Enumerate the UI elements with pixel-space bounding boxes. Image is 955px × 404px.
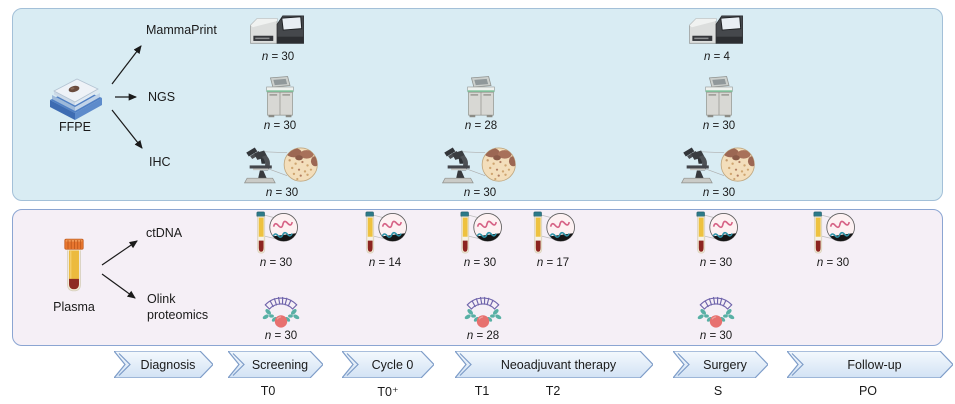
ihc-assay-label: IHC — [149, 155, 171, 169]
microscope-histology-icon — [674, 145, 764, 185]
sample-count: n = 30 — [463, 187, 497, 199]
sample-count: n = 14 — [368, 257, 402, 269]
blood-tube-magnifier-icon — [362, 211, 408, 255]
sample-count: n = 30 — [816, 257, 850, 269]
timepoint-t1: T1 — [474, 384, 490, 398]
stage-label: Neoadjuvant therapy — [500, 357, 617, 372]
sample-count: n = 30 — [259, 257, 293, 269]
timeline-stage-surgery: Surgery — [673, 351, 768, 378]
blood-tube-magnifier-icon — [693, 211, 739, 255]
blood-tube-magnifier-icon — [810, 211, 856, 255]
blood-tube-magnifier-icon — [457, 211, 503, 255]
olink-cell-screening: n = 30 — [254, 290, 308, 342]
plasma-tube-icon — [62, 237, 86, 293]
microscope-histology-icon — [435, 145, 525, 185]
sample-count: n = 30 — [702, 187, 736, 199]
sample-count: n = 30 — [261, 51, 295, 63]
sample-count: n = 4 — [704, 51, 730, 63]
benchtop-sequencer-icon — [462, 76, 500, 118]
ctdna-cell-t1: n = 30 — [457, 211, 503, 269]
mammaprint-cell-surgery: n = 4 — [685, 13, 749, 63]
sample-count: n = 28 — [466, 330, 500, 342]
ffpe-block-icon — [42, 70, 108, 122]
ihc-cell-surgery: n = 30 — [674, 145, 764, 199]
timeline-stage-screening: Screening — [228, 351, 323, 378]
sample-count: n = 30 — [699, 257, 733, 269]
sample-count: n = 30 — [263, 120, 297, 132]
stage-label: Surgery — [703, 357, 747, 372]
stage-label: Screening — [251, 357, 309, 372]
antibody-protein-icon — [456, 290, 510, 328]
stage-label: Follow-up — [847, 357, 902, 372]
sequencer-icon — [246, 13, 310, 49]
timeline-stage-cycle0: Cycle 0 — [342, 351, 434, 378]
ctdna-cell-screening: n = 30 — [253, 211, 299, 269]
timepoint-t2: T2 — [545, 384, 561, 398]
antibody-protein-icon — [254, 290, 308, 328]
timepoint-t0: T0 — [260, 384, 276, 398]
ctdna-cell-cycle0: n = 14 — [362, 211, 408, 269]
timeline-stage-diagnosis: Diagnosis — [114, 351, 213, 378]
sample-count: n = 30 — [702, 120, 736, 132]
ctdna-cell-followup: n = 30 — [810, 211, 856, 269]
ngs-cell-screening: n = 30 — [261, 76, 299, 132]
blood-tube-magnifier-icon — [253, 211, 299, 255]
ngs-assay-label: NGS — [148, 90, 176, 104]
ffpe-source-label: FFPE — [59, 120, 91, 134]
plasma-source-label: Plasma — [53, 300, 95, 314]
ctdna-cell-surgery: n = 30 — [693, 211, 739, 269]
ngs-cell-t1: n = 28 — [462, 76, 500, 132]
timepoint-t0plus: T0⁺ — [377, 385, 399, 399]
benchtop-sequencer-icon — [700, 76, 738, 118]
sample-count: n = 30 — [264, 330, 298, 342]
ctdna-cell-t2: n = 17 — [530, 211, 576, 269]
sample-count: n = 30 — [265, 187, 299, 199]
olink-assay-label: Olink proteomics — [147, 292, 209, 322]
mammaprint-cell-screening: n = 30 — [246, 13, 310, 63]
benchtop-sequencer-icon — [261, 76, 299, 118]
sample-count: n = 28 — [464, 120, 498, 132]
timeline-stage-neoadjuvant: Neoadjuvant therapy — [455, 351, 653, 378]
stage-label: Diagnosis — [140, 357, 196, 372]
olink-cell-surgery: n = 30 — [689, 290, 743, 342]
sample-count: n = 17 — [536, 257, 570, 269]
timeline-stage-followup: Follow-up — [787, 351, 953, 378]
microscope-histology-icon — [237, 145, 327, 185]
ihc-cell-t1: n = 30 — [435, 145, 525, 199]
ihc-cell-screening: n = 30 — [237, 145, 327, 199]
ngs-cell-surgery: n = 30 — [700, 76, 738, 132]
timepoint-s: S — [713, 384, 723, 398]
antibody-protein-icon — [689, 290, 743, 328]
timepoint-po: PO — [858, 384, 878, 398]
blood-tube-magnifier-icon — [530, 211, 576, 255]
sample-count: n = 30 — [463, 257, 497, 269]
sequencer-icon — [685, 13, 749, 49]
mammaprint-assay-label: MammaPrint — [146, 23, 217, 37]
olink-cell-t1: n = 28 — [456, 290, 510, 342]
ctdna-assay-label: ctDNA — [146, 226, 183, 240]
sample-count: n = 30 — [699, 330, 733, 342]
stage-label: Cycle 0 — [371, 357, 414, 372]
